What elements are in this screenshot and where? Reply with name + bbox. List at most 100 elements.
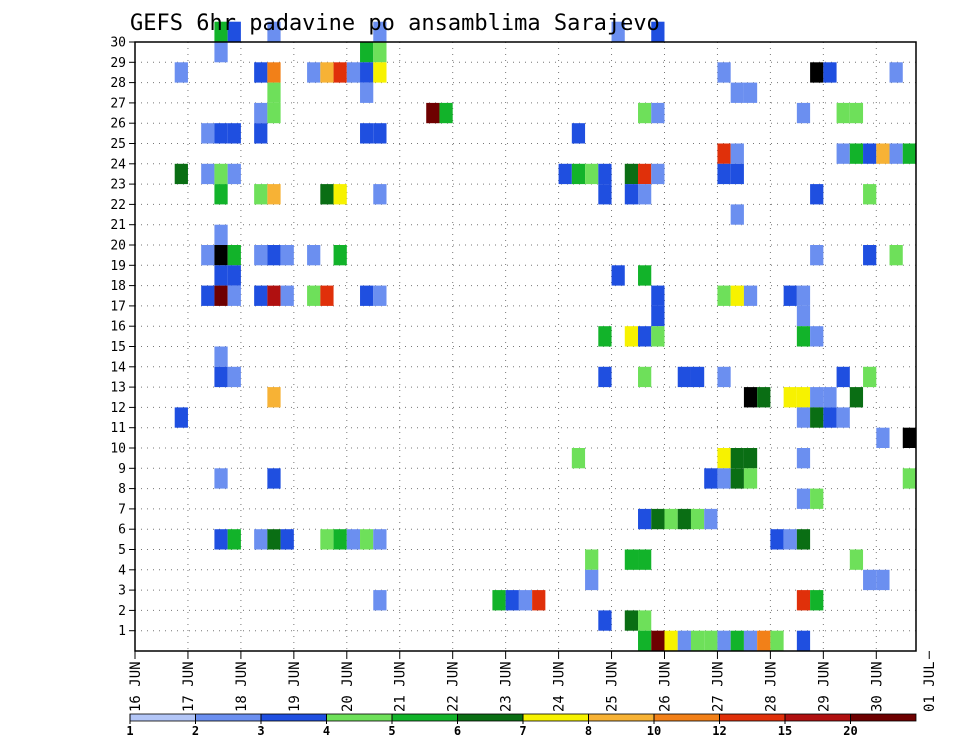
x-tick-label: 20 JUN [340,661,356,712]
precip-cell [360,42,374,63]
precip-cell [585,549,599,570]
x-tick-label: 18 JUN [234,661,250,712]
precip-cell [849,387,864,408]
y-tick-label: 1 [118,624,126,639]
precip-cell [558,163,572,185]
precip-cell [638,326,652,347]
precip-cell [690,508,705,530]
precip-cell [796,590,811,611]
precip-cell [876,569,890,591]
precip-cell [638,549,652,570]
legend-swatch [457,714,523,721]
precip-cell [571,163,586,185]
precip-cell [743,285,758,306]
precip-cell [717,143,731,164]
precip-cell [690,366,705,388]
precip-cell [346,62,361,83]
precip-cell [214,184,228,205]
x-tick-label: 19 JUN [287,661,303,712]
legend-label: 5 [388,724,395,738]
axes-layer: 1234567891011121314151617181920212223242… [110,36,938,713]
precip-cell [254,123,268,144]
precip-cell [611,265,625,286]
legend-label: 20 [843,724,857,738]
precip-cell [743,82,758,103]
precip-cell [360,82,374,103]
precip-cell [214,529,228,550]
precip-cell [346,529,361,550]
precip-cell [638,508,652,530]
y-tick-label: 28 [110,76,126,91]
precip-cell [690,630,705,651]
precip-cell [254,184,268,205]
precip-cell [730,468,744,489]
precip-cell [743,387,758,408]
precip-cell [611,21,625,42]
y-tick-label: 26 [110,117,126,132]
precip-cell [267,102,281,124]
y-tick-label: 8 [118,482,126,497]
precip-cell [730,285,744,306]
precip-cell [849,102,864,124]
precip-cell [889,245,903,266]
precip-cell [876,427,890,448]
y-tick-label: 20 [110,239,126,254]
precip-cell [664,630,678,651]
precip-cell [214,245,228,266]
precip-cell [876,143,890,164]
precip-cell [174,407,188,428]
precip-cell [810,488,824,509]
precip-cell [267,62,281,83]
precip-cell [267,82,281,103]
precip-cell [810,407,824,428]
legend-swatch [523,714,589,721]
precip-cell [730,204,744,225]
precip-cell [254,285,268,306]
precip-cell [717,468,731,489]
precip-cell [598,610,612,631]
y-tick-label: 22 [110,198,126,213]
precip-cell [214,366,228,388]
precip-cell [796,407,811,428]
precip-cell [360,62,374,83]
precip-cell [810,62,824,83]
precip-cell [333,529,347,550]
legend-swatch [392,714,458,721]
precip-cell [571,123,586,144]
precip-cell [307,245,321,266]
precip-cell [518,590,533,611]
precip-cell [624,326,639,347]
precip-cell [704,630,718,651]
precip-cell [717,163,731,185]
precip-cell [638,366,652,388]
precip-cell [651,630,665,651]
color-legend: 1 2 3 4 5 6 7 8 10 12 15 20 [126,713,917,738]
precip-cell [638,610,652,631]
legend-swatch [588,714,654,721]
precip-cell [796,102,811,124]
y-tick-label: 4 [118,563,126,578]
precip-cell [307,62,321,83]
x-tick-label: 22 JUN [446,661,462,712]
precip-cell [227,529,241,550]
precip-cell [585,163,599,185]
precip-cell [214,224,228,245]
precip-cell [902,427,916,448]
precip-cell [783,285,797,306]
x-tick-label: 01 JUL [922,661,938,712]
y-tick-label: 14 [110,360,126,375]
precip-cell [227,123,241,144]
x-tick-label: 21 JUN [393,661,409,712]
precip-cell [863,184,877,205]
precip-cell [532,590,546,611]
precip-cell [810,387,824,408]
legend-label: 4 [323,724,330,738]
precip-cell [201,123,215,144]
precip-cell [638,163,652,185]
legend-label: 6 [454,724,461,738]
precip-cell [743,630,758,651]
precip-cell [373,62,387,83]
precip-cell [796,387,811,408]
precip-cell [333,62,347,83]
